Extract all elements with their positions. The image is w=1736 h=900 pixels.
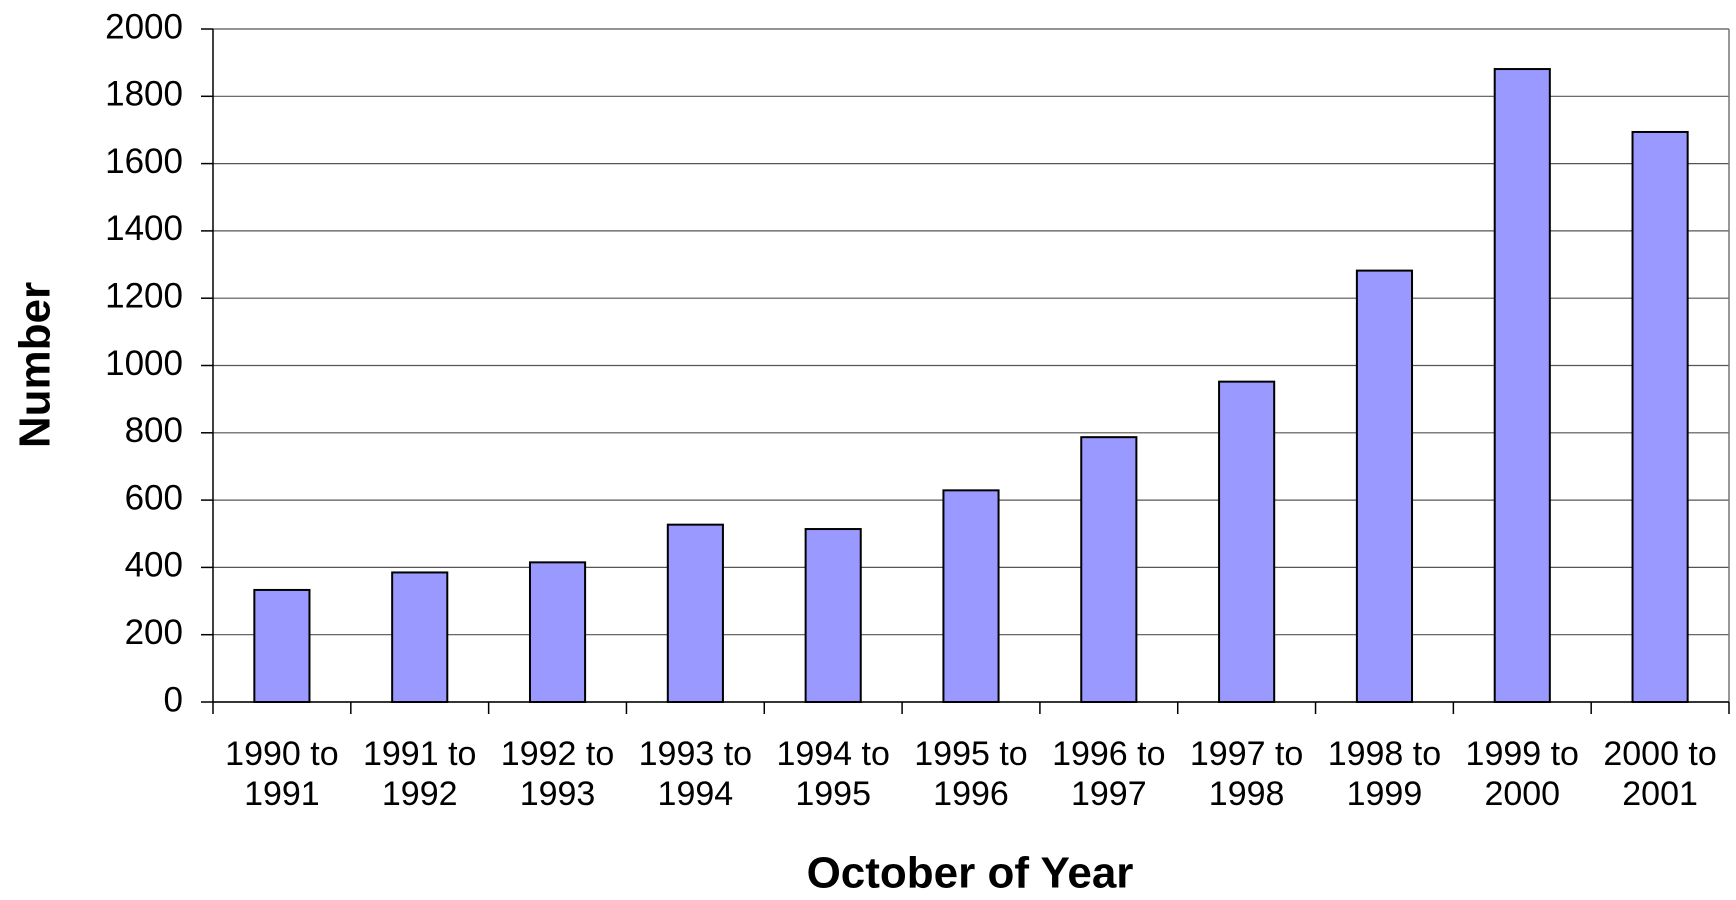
bar xyxy=(1355,269,1414,703)
y-tick-label: 200 xyxy=(125,613,183,652)
y-tick-label: 1600 xyxy=(105,142,183,181)
x-tick-label: 1990 to 1991 xyxy=(225,735,339,813)
y-axis-title: Number xyxy=(11,282,60,448)
bar xyxy=(391,571,449,704)
bar xyxy=(253,588,311,703)
bar xyxy=(1218,380,1276,703)
x-tick-label: 1993 to 1994 xyxy=(638,735,753,813)
x-tick-label: 1995 to 1996 xyxy=(914,735,1028,813)
x-tick-label: 1992 to 1993 xyxy=(500,735,615,813)
x-tick-label: 2000 to 2001 xyxy=(1603,735,1717,813)
x-tick-label: 1994 to 1995 xyxy=(776,735,890,813)
y-tick-label: 1200 xyxy=(105,276,183,315)
y-tick-label: 1800 xyxy=(105,75,183,114)
bar xyxy=(1493,68,1551,703)
x-axis-title: October of Year xyxy=(807,849,1134,898)
y-tick-label: 1000 xyxy=(105,344,183,383)
x-tick-label: 1998 to 1999 xyxy=(1327,735,1442,813)
y-tick-label: 600 xyxy=(125,478,183,517)
bar xyxy=(804,528,862,703)
bar xyxy=(1080,436,1138,703)
bar xyxy=(1631,130,1689,703)
bar xyxy=(528,561,587,703)
x-tick-label: 1996 to 1997 xyxy=(1052,735,1166,813)
y-tick-label: 0 xyxy=(164,680,183,719)
x-tick-label: 1997 to 1998 xyxy=(1189,735,1304,813)
y-tick-label: 1400 xyxy=(105,209,183,248)
bar xyxy=(666,523,724,703)
x-tick-label: 1999 to 2000 xyxy=(1465,735,1579,813)
bar xyxy=(942,489,1000,703)
x-tick-label: 1991 to 1992 xyxy=(362,735,477,813)
y-tick-label: 2000 xyxy=(105,7,183,46)
y-tick-label: 400 xyxy=(125,546,183,585)
y-tick-label: 800 xyxy=(125,411,183,450)
